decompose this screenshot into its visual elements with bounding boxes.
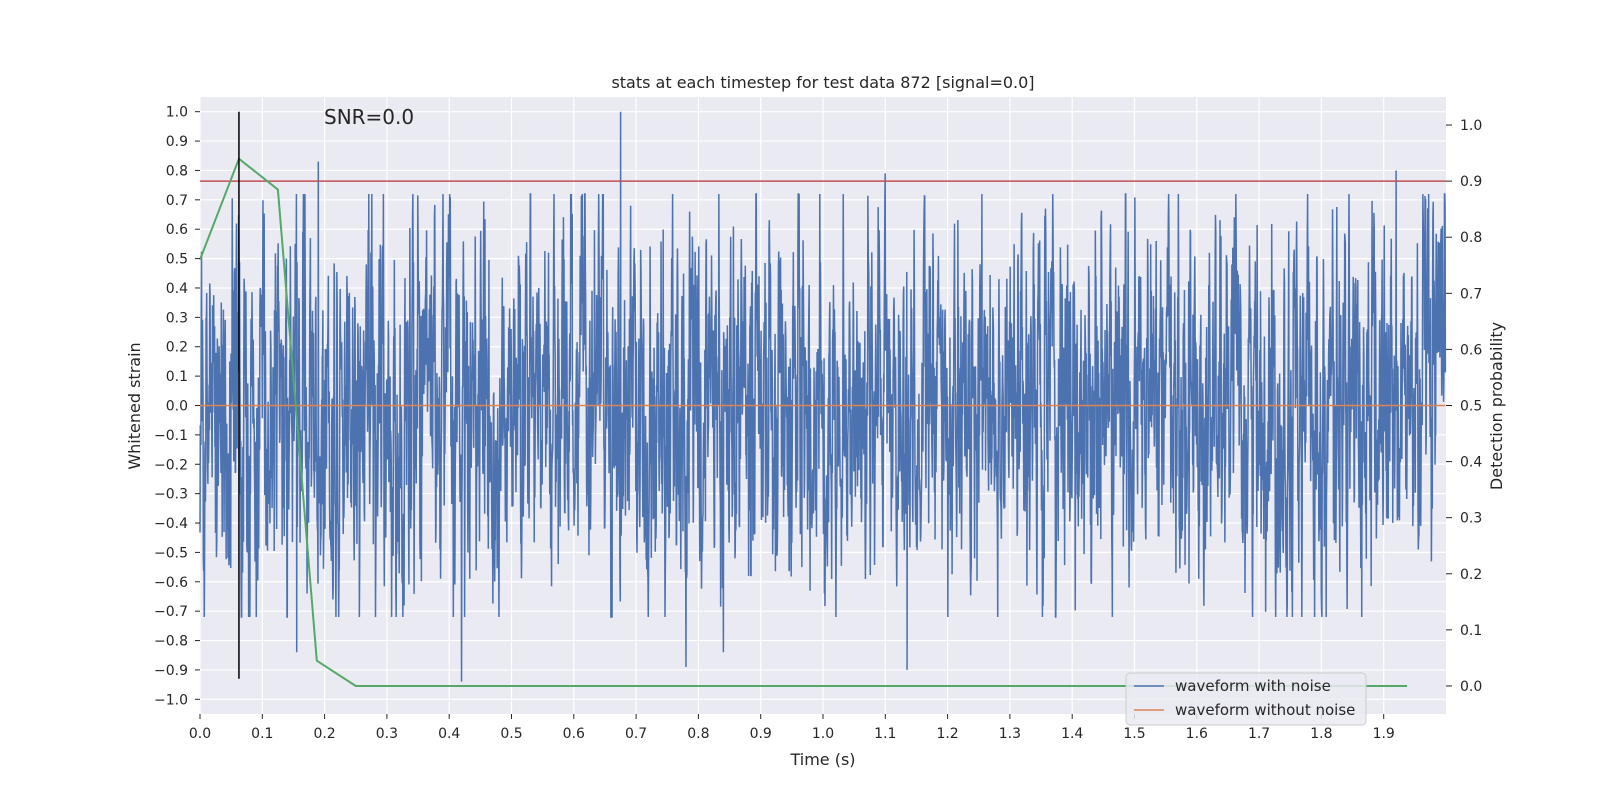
y-tick-label: −0.2 [154,457,188,473]
x-tick-label: 0.9 [750,726,772,742]
y-tick-label: −1.0 [154,692,188,708]
right-y-axis-label: Detection probability [1487,322,1506,490]
legend-box [1125,672,1367,726]
right-y-tick-label: 0.1 [1460,623,1482,639]
y-tick-label: 0.5 [166,252,188,268]
series-waveform-with-noise [199,111,1447,682]
y-tick-label: −0.7 [154,604,188,620]
right-y-tick-label: 0.4 [1460,455,1482,471]
y-tick-label: −0.1 [154,428,188,444]
x-tick-label: 0.2 [313,726,335,742]
legend-label-waveform-with-noise: waveform with noise [1175,677,1331,695]
right-y-tick-label: 0.0 [1460,679,1482,695]
legend-label-waveform-without-noise: waveform without noise [1175,701,1355,719]
y-tick-label: 0.4 [166,281,188,297]
y-tick-label: 0.8 [166,163,188,179]
y-tick-label: 0.7 [166,193,188,209]
legend: waveform with noise waveform without noi… [1125,672,1367,726]
x-tick-label: 1.8 [1310,726,1332,742]
x-tick-label: 0.8 [687,726,709,742]
right-y-tick-label: 0.5 [1460,399,1482,415]
right-y-tick-label: 0.2 [1460,567,1482,583]
x-tick-label: 1.6 [1186,726,1208,742]
x-tick-label: 1.4 [1061,726,1083,742]
x-tick-label: 0.6 [563,726,585,742]
y-tick-label: −0.8 [154,634,188,650]
x-tick-label: 0.7 [625,726,647,742]
y-tick-label: −0.3 [154,487,188,503]
x-tick-label: 0.5 [500,726,522,742]
right-y-tick-label: 0.7 [1460,286,1482,302]
left-y-axis-ticks: 1.0 0.9 0.8 0.7 0.6 0.5 0.4 0.3 0.2 0.1 0.0 −0.1 −0.… [154,105,200,708]
chart-title: stats at each timestep for test data 872… [611,73,1034,92]
x-tick-label: 0.0 [189,726,211,742]
x-tick-label: 0.4 [438,726,460,742]
y-tick-label: 0.3 [166,310,188,326]
y-tick-label: −0.9 [154,663,188,679]
y-tick-label: 1.0 [166,105,188,121]
right-y-axis-ticks: 1.0 0.9 0.8 0.7 0.6 0.5 0.4 0.3 0.2 0.1 0.0 [1446,118,1482,695]
y-tick-label: −0.5 [154,545,188,561]
snr-annotation: SNR=0.0 [324,105,414,129]
series-layer [199,111,1447,687]
x-tick-label: 0.1 [251,726,273,742]
right-y-tick-label: 0.9 [1460,174,1482,190]
x-tick-label: 1.2 [936,726,958,742]
x-tick-label: 1.1 [874,726,896,742]
right-y-tick-label: 1.0 [1460,118,1482,134]
x-tick-label: 1.7 [1248,726,1270,742]
y-tick-label: 0.9 [166,134,188,150]
x-tick-label: 1.0 [812,726,834,742]
right-y-tick-label: 0.8 [1460,230,1482,246]
y-tick-label: −0.6 [154,575,188,591]
y-tick-label: 0.1 [166,369,188,385]
y-tick-label: −0.4 [154,516,188,532]
right-y-tick-label: 0.3 [1460,511,1482,527]
x-axis-label: Time (s) [789,750,855,769]
series-detection-probability [199,157,1408,687]
y-axis-label: Whitened strain [125,342,144,469]
x-tick-label: 1.3 [999,726,1021,742]
y-tick-label: 0.0 [166,399,188,415]
y-tick-label: 0.2 [166,340,188,356]
x-tick-label: 1.9 [1373,726,1395,742]
y-tick-label: 0.6 [166,222,188,238]
x-tick-label: 0.3 [376,726,398,742]
right-y-tick-label: 0.6 [1460,342,1482,358]
x-tick-label: 1.5 [1123,726,1145,742]
